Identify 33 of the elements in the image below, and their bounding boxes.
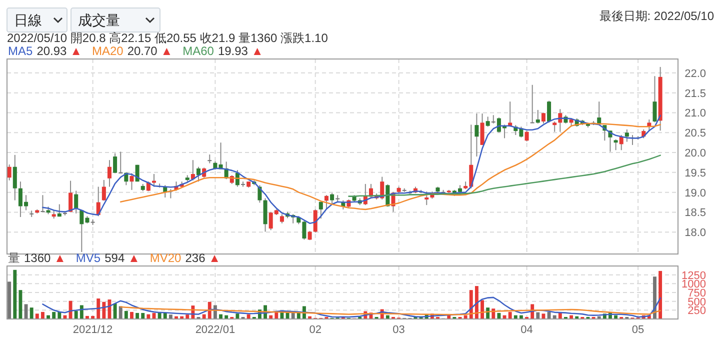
text: 成交量 [78, 12, 120, 28]
text: 20.70 ▲ [127, 44, 173, 58]
y-tick-label: 19.5 [684, 167, 706, 180]
y-tick-label: 20.5 [684, 128, 706, 140]
text: MA5 [8, 44, 33, 58]
text: MA60 [182, 44, 214, 58]
annotation: 236 ▲ [185, 251, 220, 265]
x-tick-label: 03 [392, 324, 405, 336]
x-tick-label: 04 [520, 324, 533, 336]
y-tick-label: 22.0 [684, 68, 706, 80]
y-tick-label: 19.0 [684, 187, 706, 200]
text: MV20 [150, 251, 182, 265]
x-tick-label: 02 [309, 324, 322, 336]
text: MA20 [92, 44, 124, 58]
annotation: 1360 ▲ [24, 251, 66, 265]
y-tick-label: 21.0 [684, 108, 706, 120]
text: 20.93 ▲ [36, 44, 82, 58]
text: MV5 [76, 251, 101, 265]
text: 2022/05/10 開20.8 高22.15 低20.55 收21.9 量1360 漲跌1.10 [7, 31, 328, 45]
x-tick-label: 2021/12 [72, 324, 113, 336]
series-label: 量 [8, 251, 20, 265]
x-tick-label: 2022/01 [195, 324, 236, 336]
y-tick-label: 250 [688, 305, 706, 318]
y-tick-label: 21.5 [684, 88, 706, 100]
text: 19.93 ▲ [218, 44, 264, 58]
y-tick-label: 20.0 [684, 148, 706, 160]
x-tick-label: 05 [632, 324, 644, 336]
text: 最後日期: 2022/05/10 [599, 9, 714, 23]
annotation: 594 ▲ [104, 251, 140, 265]
text: 日線 [14, 12, 42, 28]
y-tick-label: 18.0 [684, 227, 706, 240]
y-tick-label: 750 [688, 288, 706, 300]
y-tick-label: 18.5 [684, 207, 706, 220]
